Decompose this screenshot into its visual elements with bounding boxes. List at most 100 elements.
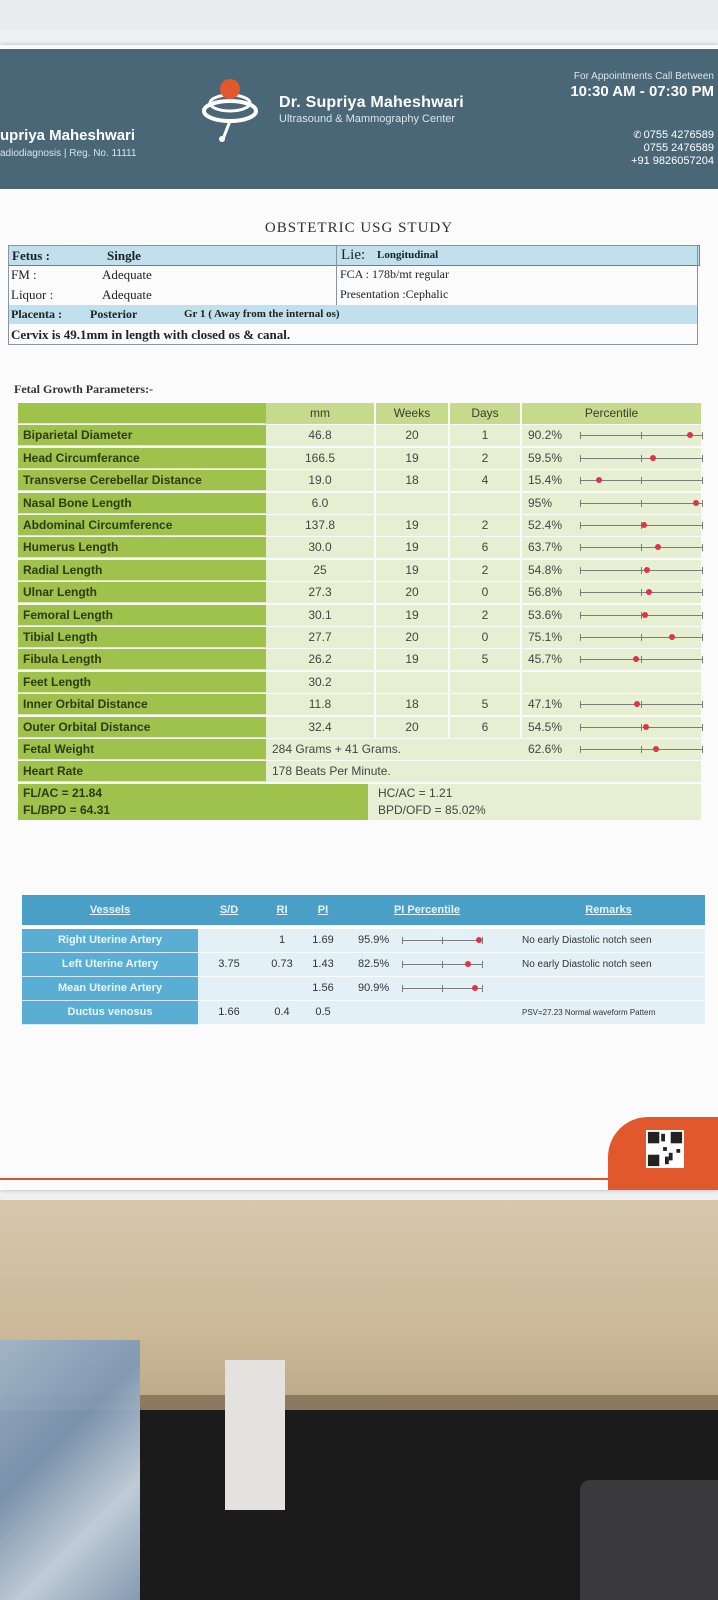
percentile-cell <box>358 1001 512 1024</box>
parameter-name: Humerus Length <box>18 537 266 559</box>
growth-row: Tibial Length 27.7 20 0 75.1% <box>18 627 703 648</box>
parameter-mm: 30.0 <box>266 537 374 559</box>
percentile-tick <box>702 544 703 552</box>
parameter-days: 6 <box>450 537 520 559</box>
parameter-percentile: 75.1% <box>522 627 703 648</box>
percentile-value: 47.1% <box>528 697 563 712</box>
percentile-value: 45.7% <box>528 652 563 667</box>
growth-row: Transverse Cerebellar Distance 19.0 18 4 15.… <box>18 470 703 492</box>
percentile-value: 56.8% <box>528 585 563 600</box>
percentile-tick <box>402 937 403 944</box>
chair-corner <box>580 1480 718 1600</box>
percentile-bar <box>580 499 703 507</box>
percentile-cell: 82.5% <box>358 953 512 976</box>
percentile-tick <box>482 985 483 992</box>
growth-row: Feet Length 30.2 <box>18 671 701 693</box>
percentile-marker <box>692 499 699 506</box>
vessel-header-1: S/D <box>198 895 260 925</box>
parameter-days: 5 <box>450 649 520 671</box>
percentile-tick <box>641 723 642 731</box>
phone-line-2: 0755 2476589 <box>643 142 714 154</box>
parameter-mm: 6.0 <box>266 492 374 514</box>
parameter-name: Nasal Bone Length <box>18 492 266 514</box>
percentile-bar <box>580 544 703 552</box>
percentile-bar <box>580 611 703 619</box>
percentile-bar <box>580 566 703 574</box>
vessel-ri: 1 <box>260 929 304 952</box>
percentile-cell: 62.6% <box>528 739 703 760</box>
parameter-days: 0 <box>450 627 520 648</box>
fabric-corner <box>0 1340 140 1600</box>
growth-row: Inner Orbital Distance 11.8 18 5 47.1% <box>18 694 703 716</box>
placenta-label: Placenta : <box>11 307 62 321</box>
parameter-weeks: 18 <box>376 470 448 492</box>
parameter-days <box>450 492 520 514</box>
report-sheet: Dr. Supriya Maheshwari Ultrasound & Mamm… <box>0 45 718 1190</box>
vessel-sd <box>198 977 260 1000</box>
vessel-remark: No early Diastolic notch seen <box>512 929 705 952</box>
parameter-days: 1 <box>450 425 520 447</box>
parameter-name: Head Circumferance <box>18 447 266 469</box>
parameter-name: Tibial Length <box>18 627 266 648</box>
percentile-tick <box>442 961 443 968</box>
vessel-ri: 0.4 <box>260 1001 304 1024</box>
growth-row: Fibula Length 26.2 19 5 45.7% <box>18 649 703 671</box>
vessel-pi-percentile: 90.9% <box>342 977 512 1000</box>
percentile-tick <box>702 566 703 574</box>
parameter-mm: 26.2 <box>266 649 374 671</box>
parameter-weeks: 20 <box>376 716 448 738</box>
percentile-marker <box>668 634 675 640</box>
parameter-mm: 137.8 <box>266 515 374 536</box>
parameter-percentile: 95% <box>522 492 703 514</box>
percentile-value: 90.9% <box>358 982 390 994</box>
parameter-percentile: 54.5% <box>522 716 703 738</box>
percentile-tick <box>641 499 642 507</box>
placenta-grade: Gr 1 ( Away from the internal os) <box>184 308 340 320</box>
vessel-pi-percentile <box>342 1001 512 1024</box>
qr-code-icon <box>646 1130 684 1168</box>
percentile-tick <box>702 522 703 529</box>
parameter-name: Abdominal Circumference <box>18 515 266 536</box>
percentile-tick <box>641 589 642 597</box>
parameter-mm: 30.2 <box>266 671 374 693</box>
percentile-marker <box>595 477 602 484</box>
info-row-fm: FM : Adequate FCA : 178b/mt regular <box>8 265 698 284</box>
percentile-marker <box>687 432 694 439</box>
fetal-weight-value: 284 Grams + 41 Grams. <box>266 739 522 760</box>
vessel-remark: No early Diastolic notch seen <box>512 953 705 976</box>
parameter-mm: 11.8 <box>266 694 374 716</box>
parameter-days: 0 <box>450 582 520 604</box>
percentile-tick <box>580 611 581 619</box>
parameter-weeks: 19 <box>376 537 448 559</box>
vessel-pi: 0.5 <box>304 1001 342 1024</box>
growth-header-days: Days <box>450 403 520 424</box>
vessel-sd: 1.66 <box>198 1001 260 1024</box>
parameter-name: Outer Orbital Distance <box>18 716 266 738</box>
parameter-weeks: 19 <box>376 447 448 469</box>
percentile-tick <box>402 985 403 992</box>
fetal-weight-label: Fetal Weight <box>18 739 266 760</box>
percentile-bar <box>402 937 483 944</box>
ratio-block: FL/AC = 21.84 FL/BPD = 64.31 HC/AC = 1.21 B… <box>18 783 701 820</box>
vessel-header-4: PI Percentile <box>342 895 512 925</box>
appointment-label: For Appointments Call Between <box>573 71 714 82</box>
heart-rate-label: Heart Rate <box>18 761 266 783</box>
percentile-tick <box>702 611 703 619</box>
percentile-tick <box>702 656 703 664</box>
percentile-marker <box>643 723 650 730</box>
percentile-cell: 56.8% <box>528 582 703 603</box>
letterhead: Dr. Supriya Maheshwari Ultrasound & Mamm… <box>0 49 718 189</box>
percentile-tick <box>641 454 642 462</box>
fca-text: FCA : 178b/mt regular <box>340 267 449 281</box>
fl-bpd-ratio: FL/BPD = 64.31 <box>23 802 111 817</box>
percentile-tick <box>580 701 581 709</box>
parameter-percentile: 54.8% <box>522 559 703 581</box>
growth-row: Nasal Bone Length 6.0 95% <box>18 492 703 514</box>
percentile-tick <box>580 746 581 753</box>
vessel-header-0: Vessels <box>22 895 198 925</box>
percentile-cell: 95.9% <box>358 929 512 952</box>
growth-row: Femoral Length 30.1 19 2 53.6% <box>18 604 703 626</box>
desk-edge <box>0 1395 718 1413</box>
percentile-value: 54.5% <box>528 719 563 734</box>
percentile-tick <box>482 961 483 968</box>
